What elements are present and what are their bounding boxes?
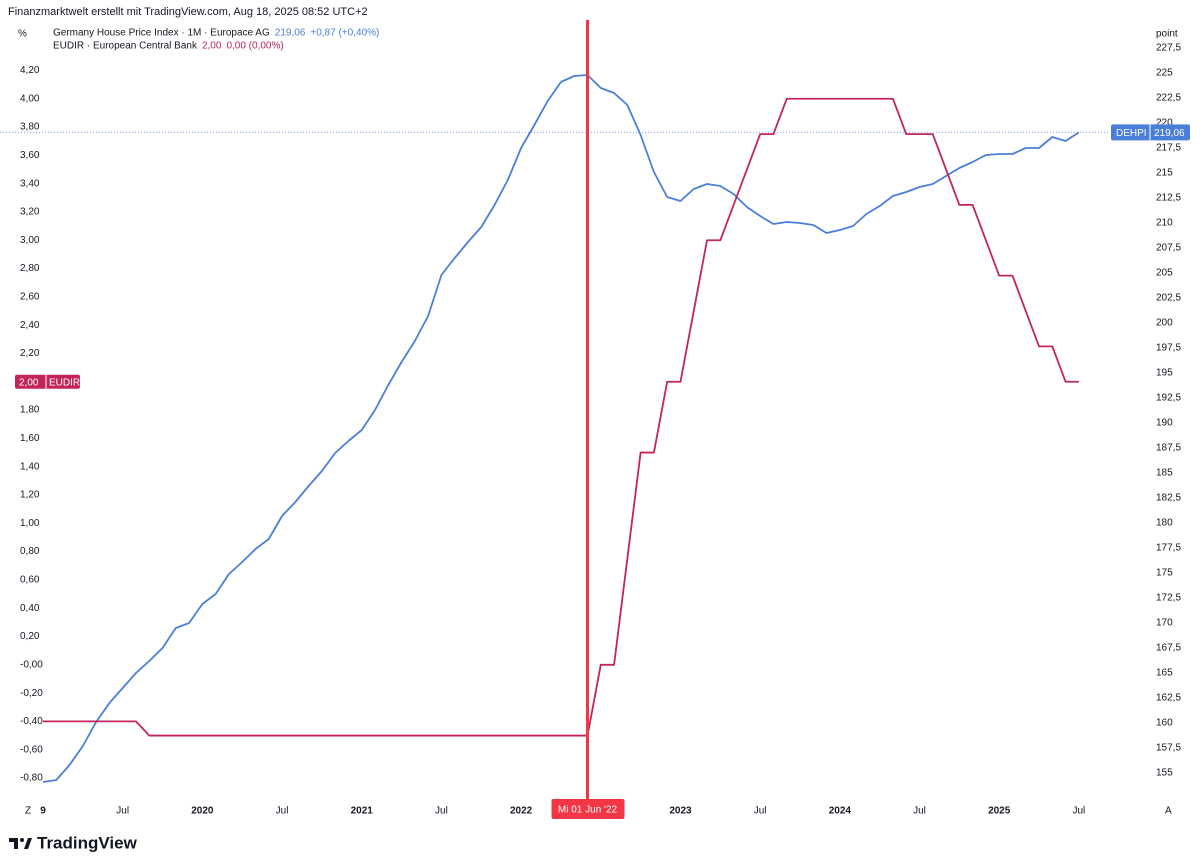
legend-name: EUDIR · European Central Bank <box>53 41 198 52</box>
y2-tick-label: 212,5 <box>1156 193 1181 204</box>
x-tick-label: 2020 <box>191 806 214 817</box>
y-tick-label: -0,40 <box>20 716 43 727</box>
y2-tick-label: 210 <box>1156 218 1173 229</box>
logo-shape <box>24 838 32 849</box>
y2-tick-label: 170 <box>1156 618 1173 629</box>
x-tick-label: 2023 <box>669 806 692 817</box>
y2-tick-label: 192,5 <box>1156 393 1181 404</box>
y2-tick-label: 182,5 <box>1156 493 1181 504</box>
y-tick-label: 1,00 <box>20 518 40 529</box>
y2-tick-label: 197,5 <box>1156 343 1181 354</box>
y-tick-label: 4,20 <box>20 65 40 76</box>
x-tick-label: Jul <box>913 806 926 817</box>
y-tick-label: 0,20 <box>20 631 40 642</box>
y2-tick-label: 220 <box>1156 118 1173 129</box>
y2-tick-label: 162,5 <box>1156 693 1181 704</box>
y2-tick-label: 225 <box>1156 68 1173 79</box>
y2-tick-label: 177,5 <box>1156 543 1181 554</box>
y-tick-label: 2,80 <box>20 263 40 274</box>
legend-value: 2,00 <box>202 41 222 52</box>
y2-tick-label: 165 <box>1156 668 1173 679</box>
y-tick-label: -0,80 <box>20 773 43 784</box>
crosshair-label: Mi 01 Jun '22 <box>558 805 618 816</box>
y-tick-label: 1,60 <box>20 433 40 444</box>
y2-tick-label: 195 <box>1156 368 1173 379</box>
y-tick-label: 1,20 <box>20 490 40 501</box>
y-tick-label: 2,60 <box>20 292 40 303</box>
x-tick-label: 2024 <box>829 806 852 817</box>
y-tick-label: 0,80 <box>20 546 40 557</box>
y-tick-label: 0,60 <box>20 575 40 586</box>
last-value-tag <box>15 374 80 389</box>
y-tick-label: 1,40 <box>20 461 40 472</box>
x-tick-label: Jul <box>276 806 289 817</box>
chart-title: Finanzmarktwelt erstellt mit TradingView… <box>8 6 368 18</box>
y2-axis-label: point <box>1156 29 1178 40</box>
x-tick-label: 2021 <box>351 806 374 817</box>
y2-tick-label: 175 <box>1156 568 1173 579</box>
legend-change: 0,00 (0,00%) <box>226 41 283 52</box>
series-line <box>43 97 1079 737</box>
y2-tick-label: 200 <box>1156 318 1173 329</box>
legend-change: +0,87 (+0,40%) <box>310 28 379 39</box>
legend-name: Germany House Price Index · 1M · Europac… <box>53 28 270 39</box>
y-tick-label: 4,00 <box>20 93 40 104</box>
y2-tick-label: 205 <box>1156 268 1173 279</box>
y-tick-label: -0,60 <box>20 744 43 755</box>
y2-tick-label: 190 <box>1156 418 1173 429</box>
brand-logo <box>9 838 32 849</box>
y2-tick-label: 172,5 <box>1156 593 1181 604</box>
y-tick-label: 3,60 <box>20 150 40 161</box>
corner-right: A <box>1165 806 1172 817</box>
y2-tick-label: 180 <box>1156 518 1173 529</box>
x-tick-label: 2025 <box>988 806 1011 817</box>
y-tick-label: 3,20 <box>20 207 40 218</box>
y2-tick-label: 215 <box>1156 168 1173 179</box>
y-tick-label: 0,40 <box>20 603 40 614</box>
x-tick-label: 9 <box>40 806 46 817</box>
logo-shape <box>20 838 24 842</box>
x-tick-label: 2022 <box>510 806 533 817</box>
y-axis-label: % <box>18 29 27 40</box>
y2-tick-label: 185 <box>1156 468 1173 479</box>
y2-tick-label: 157,5 <box>1156 743 1181 754</box>
y2-tick-label: 187,5 <box>1156 443 1181 454</box>
y2-tick-label: 207,5 <box>1156 243 1181 254</box>
x-tick-label: Jul <box>116 806 129 817</box>
logo-shape <box>9 838 18 849</box>
tag-name: DEHPI <box>1116 128 1147 139</box>
legend-value: 219,06 <box>275 28 306 39</box>
y-tick-label: 3,00 <box>20 235 40 246</box>
y-tick-label: -0,20 <box>20 688 43 699</box>
brand: TradingView <box>37 833 138 852</box>
y2-tick-label: 167,5 <box>1156 643 1181 654</box>
y-tick-label: -0,00 <box>20 659 43 670</box>
y-tick-label: 2,40 <box>20 320 40 331</box>
crosshair-label-box <box>551 799 625 819</box>
y2-tick-label: 160 <box>1156 718 1173 729</box>
y-tick-label: 3,40 <box>20 178 40 189</box>
y2-tick-label: 155 <box>1156 768 1173 779</box>
x-tick-label: Jul <box>754 806 767 817</box>
series-line <box>42 74 1080 783</box>
y2-tick-label: 217,5 <box>1156 143 1181 154</box>
y2-tick-label: 222,5 <box>1156 93 1181 104</box>
x-tick-label: Jul <box>435 806 448 817</box>
y-tick-label: 3,80 <box>20 122 40 133</box>
y-tick-label: 2,20 <box>20 348 40 359</box>
y2-tick-label: 227,5 <box>1156 43 1181 54</box>
corner-left: Z <box>25 806 31 817</box>
x-tick-label: Jul <box>1072 806 1085 817</box>
y2-tick-label: 202,5 <box>1156 293 1181 304</box>
tag-value: 2,00 <box>19 377 39 388</box>
tag-name: EUDIR <box>49 377 80 388</box>
y-tick-label: 1,80 <box>20 405 40 416</box>
tag-value: 219,06 <box>1154 128 1185 139</box>
